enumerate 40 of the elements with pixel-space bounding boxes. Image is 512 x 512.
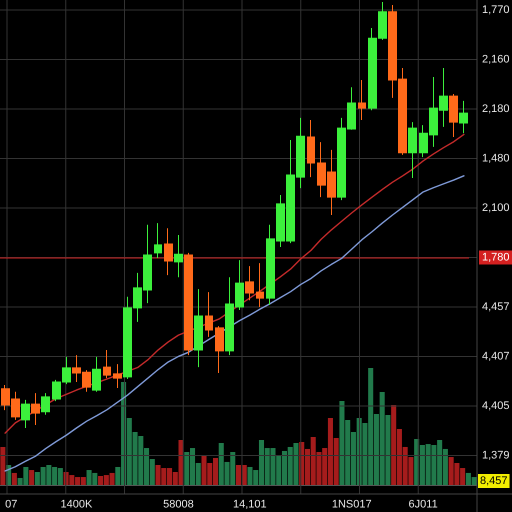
text: 4,407: [482, 350, 510, 362]
text: 1,780: [482, 252, 510, 264]
text: 1,770: [482, 4, 510, 16]
text: 4,457: [482, 301, 510, 313]
x-tick-label: 6J011: [408, 498, 438, 510]
candlestick: [21, 399, 30, 428]
bar: [29, 470, 34, 485]
x-tick-label: 58008: [163, 498, 194, 510]
bar: [12, 472, 17, 485]
text: 2,160: [482, 54, 510, 66]
candlestick: [92, 356, 101, 392]
candlestick: [103, 350, 111, 379]
text: 2,100: [482, 202, 510, 214]
text: 2,180: [482, 103, 510, 115]
candlestick: [184, 252, 193, 356]
candlestick: [113, 364, 122, 388]
candlestick: [459, 100, 468, 134]
x-tick-label: 1400K: [60, 498, 94, 510]
candlestick: [215, 326, 224, 374]
candlestick: [449, 94, 458, 138]
text: 1,379: [482, 450, 510, 462]
x-tick-label: 1NS017: [332, 498, 372, 510]
bar: [0, 446, 6, 485]
candlestick: [245, 266, 254, 301]
candlestick: [31, 392, 40, 426]
candlestick: [205, 292, 213, 338]
text: 8,457: [480, 475, 508, 487]
candlestick: [256, 262, 264, 308]
x-tick-label: 14,101: [232, 498, 267, 510]
candlestick: [358, 79, 366, 120]
candlestick: [174, 234, 183, 278]
text: 1,480: [482, 152, 510, 164]
text: 4,405: [482, 400, 510, 412]
candlestick: [408, 122, 417, 178]
x-tick-label: 07: [5, 498, 18, 510]
candlestick: [164, 228, 173, 276]
candlestick: [154, 222, 162, 259]
candlestick: [307, 120, 315, 178]
candlestick: [41, 392, 50, 416]
candlestick: [194, 288, 203, 368]
